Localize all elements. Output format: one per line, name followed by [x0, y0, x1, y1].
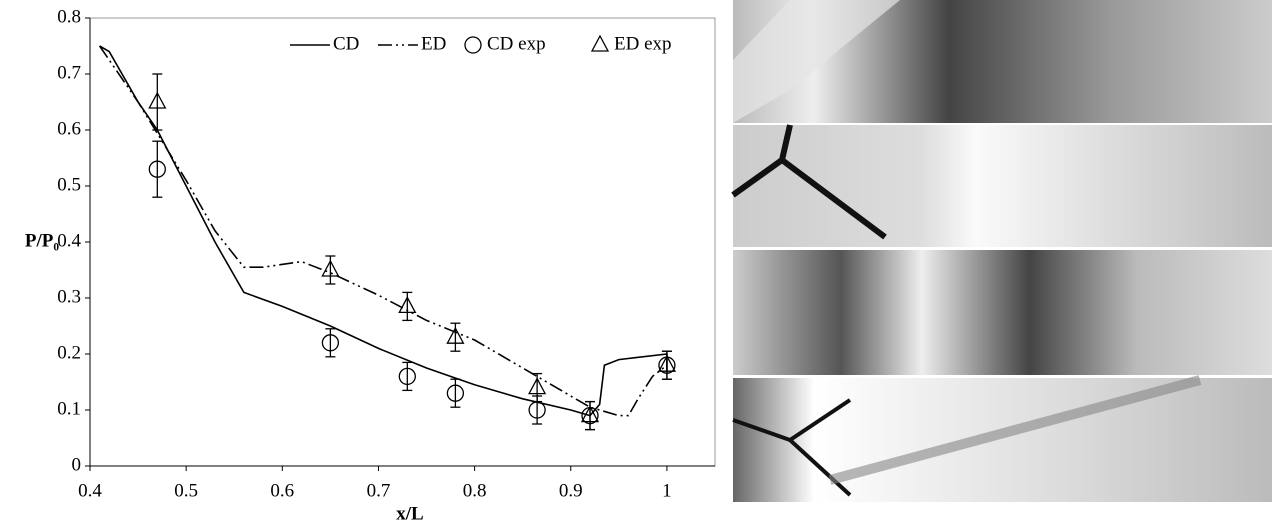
x-tick-label: 0.4 [78, 480, 102, 501]
marker-circle [321, 334, 340, 352]
legend-label: ED exp [614, 33, 672, 54]
marker-circle [398, 367, 416, 386]
marker-triangle [590, 34, 610, 52]
image-panel [733, 378, 1272, 502]
marker-circle [446, 384, 465, 402]
x-tick-label: 0.6 [270, 480, 294, 501]
y-tick-label: 0.8 [57, 6, 81, 27]
legend-label: ED [421, 33, 446, 54]
y-tick-label: 0.1 [57, 398, 81, 419]
y-axis-label: P/P₀ [25, 230, 59, 251]
image-feature [788, 438, 852, 497]
line-series [99, 45, 668, 417]
marker-triangle [528, 377, 547, 395]
line-series [98, 45, 668, 417]
marker-triangle [446, 326, 465, 344]
marker-triangle [657, 354, 677, 372]
y-tick-label: 0.7 [57, 62, 81, 83]
x-tick-label: 0.9 [559, 480, 583, 501]
image-panel [733, 250, 1272, 375]
y-tick-label: 0.2 [57, 342, 81, 363]
marker-triangle [321, 259, 340, 277]
y-tick-label: 0.3 [57, 286, 81, 307]
marker-triangle [580, 405, 600, 423]
y-tick-label: 0 [72, 454, 82, 475]
plot-frame [89, 17, 716, 467]
image-feature [733, 0, 900, 123]
marker-triangle [148, 91, 167, 109]
marker-circle [148, 160, 166, 178]
marker-circle [464, 36, 482, 54]
marker-triangle [398, 296, 417, 314]
x-tick-label: 1 [662, 480, 672, 501]
schlieren-images [731, 0, 1272, 502]
y-tick-label: 0.5 [57, 174, 81, 195]
legend-label: CD exp [487, 33, 546, 54]
y-tick-label: 0.6 [57, 118, 81, 139]
image-feature [828, 375, 1202, 485]
x-tick-label: 0.5 [174, 480, 198, 501]
x-axis-label: x/L [396, 503, 423, 524]
x-tick-label: 0.7 [367, 480, 391, 501]
image-feature [780, 157, 887, 240]
x-tick-label: 0.8 [463, 480, 487, 501]
legend-label: CD [333, 33, 359, 54]
y-tick-label: 0.4 [57, 230, 81, 251]
image-panel [733, 125, 1272, 247]
